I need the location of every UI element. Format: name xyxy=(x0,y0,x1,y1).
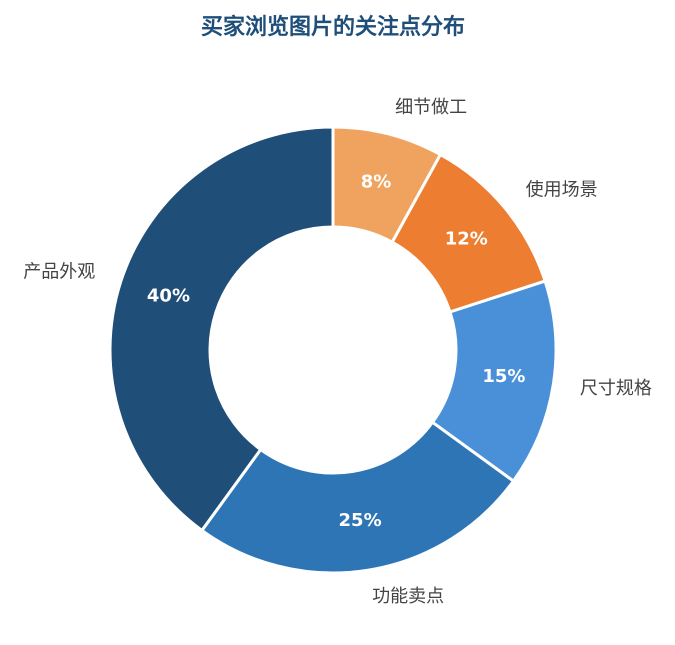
category-label: 功能卖点 xyxy=(372,586,444,607)
category-label: 尺寸规格 xyxy=(580,378,652,399)
value-label: 40% xyxy=(147,286,190,307)
category-label: 产品外观 xyxy=(23,262,95,283)
value-label: 12% xyxy=(445,229,488,250)
value-label: 25% xyxy=(339,510,382,531)
value-label: 15% xyxy=(482,366,525,387)
wedge xyxy=(199,420,516,575)
chart-title: 买家浏览图片的关注点分布 xyxy=(201,14,465,40)
category-label: 使用场景 xyxy=(526,180,598,201)
value-label: 8% xyxy=(361,171,392,192)
category-label: 细节做工 xyxy=(395,97,467,118)
wedge xyxy=(108,125,335,533)
